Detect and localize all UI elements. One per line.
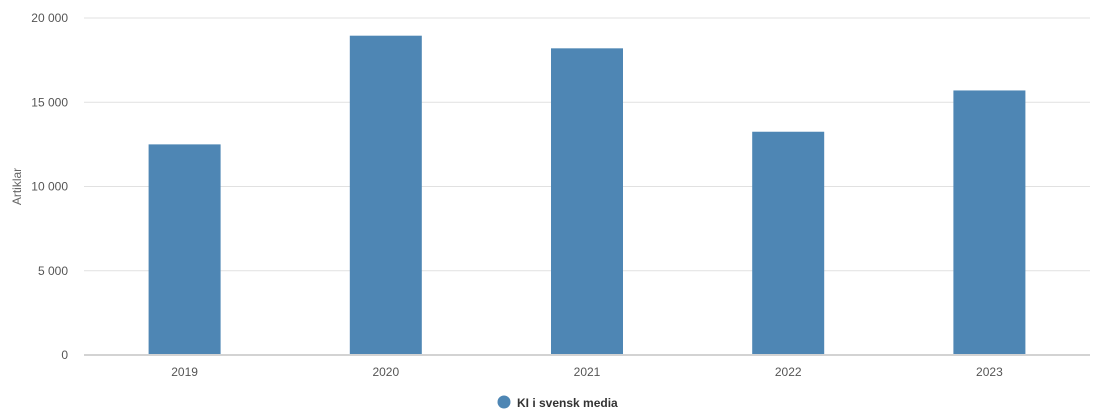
bars [148, 35, 1026, 356]
x-tick-label: 2020 [372, 365, 399, 379]
x-tick-label: 2022 [775, 365, 802, 379]
y-tick-label: 20 000 [31, 11, 68, 25]
bar-2020[interactable] [349, 35, 422, 355]
y-axis-title: Artiklar [10, 168, 24, 205]
y-axis-ticks: 0 5 000 10 000 15 000 20 000 [31, 11, 68, 362]
y-tick-label: 5 000 [38, 264, 68, 278]
bar-2022[interactable] [752, 131, 825, 355]
legend-marker-icon [497, 395, 511, 409]
legend-label: KI i svensk media [517, 396, 618, 410]
bar-2021[interactable] [551, 48, 623, 356]
bar-2023[interactable] [953, 90, 1026, 355]
x-tick-label: 2023 [976, 365, 1003, 379]
y-tick-label: 15 000 [31, 95, 68, 109]
x-tick-label: 2019 [171, 365, 198, 379]
legend[interactable]: KI i svensk media [497, 395, 619, 411]
y-tick-label: 10 000 [31, 180, 68, 194]
x-axis-ticks: 2019 2020 2021 2022 2023 [171, 365, 1003, 379]
bar-2019[interactable] [148, 144, 221, 355]
x-tick-label: 2021 [574, 365, 601, 379]
y-tick-label: 0 [61, 348, 68, 362]
